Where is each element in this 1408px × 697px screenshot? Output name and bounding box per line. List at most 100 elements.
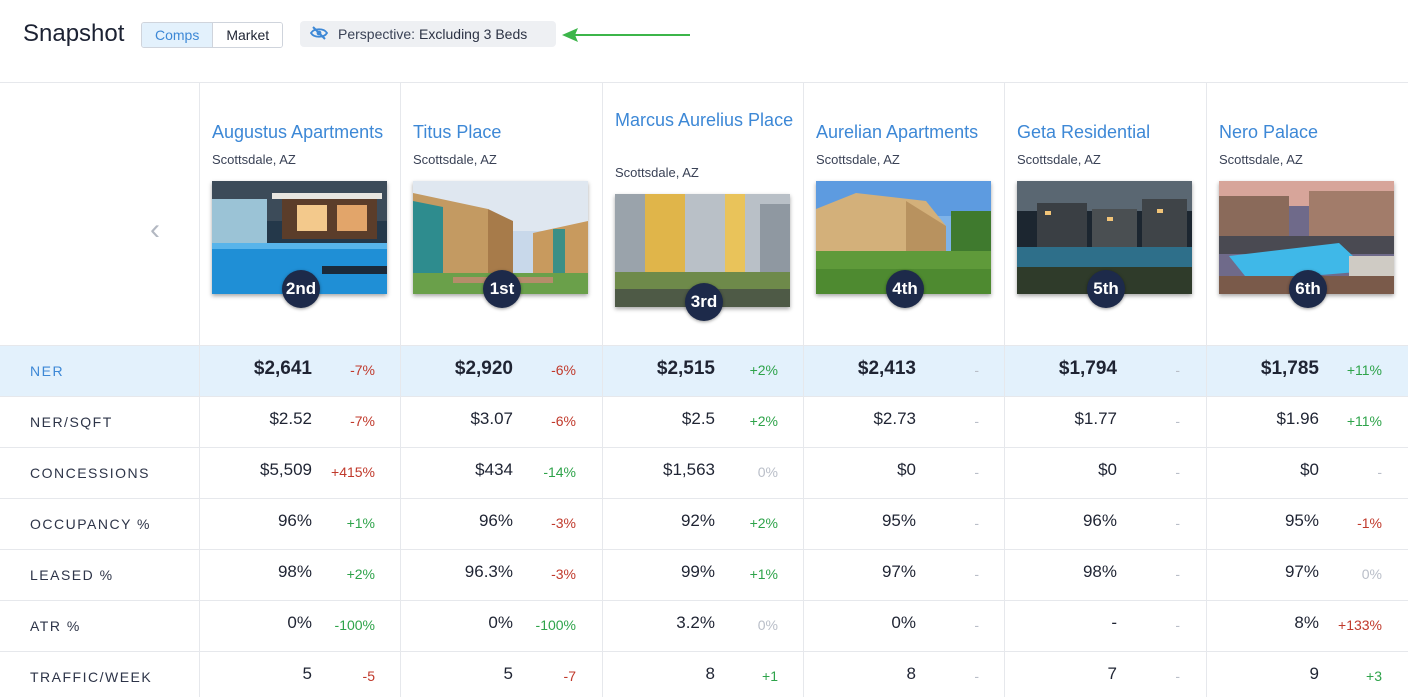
property-column: Aurelian Apartments Scottsdale, AZ 4th <box>803 83 1004 697</box>
metric-value: 8% <box>1294 613 1319 632</box>
property-name[interactable]: Nero Palace <box>1219 122 1319 142</box>
metric-value: $1,794 <box>1058 358 1117 379</box>
rank-badge: 4th <box>886 270 924 308</box>
metric-cell: $1.77 - <box>1004 397 1205 448</box>
metric-cell: 96.3% -3% <box>400 550 601 601</box>
metric-value: 0% <box>488 613 513 632</box>
metric-label: CONCESSIONS <box>30 465 150 481</box>
metric-value: $434 <box>475 460 513 479</box>
property-name[interactable]: Titus Place <box>413 122 502 142</box>
property-column: Titus Place Scottsdale, AZ 1st <box>400 83 602 697</box>
metric-value: $1,563 <box>663 460 715 479</box>
metric-delta: -7% <box>350 362 375 378</box>
metric-delta: - <box>1175 566 1180 582</box>
eye-slash-icon <box>309 25 329 43</box>
tab-comps[interactable]: Comps <box>142 23 214 47</box>
metric-cell: -- <box>1004 601 1205 652</box>
property-name[interactable]: Geta Residential <box>1017 122 1151 142</box>
metric-cell: 8% +133% <box>1206 601 1407 652</box>
metric-cell: 97% 0% <box>1206 550 1407 601</box>
metric-delta: -14% <box>543 464 576 480</box>
metric-cell: $2,641 -7% <box>199 346 400 397</box>
metric-delta: - <box>974 515 979 531</box>
perspective-button[interactable]: Perspective: Excluding 3 Beds <box>300 21 556 47</box>
metric-value: $5,509 <box>260 460 312 479</box>
metric-cell: $0 - <box>1004 448 1205 499</box>
metric-delta: - <box>1175 515 1180 531</box>
metric-value: $2.73 <box>873 409 916 428</box>
metric-cell: 9 +3 <box>1206 652 1407 697</box>
metric-label: NER <box>30 363 65 379</box>
metric-delta: +1% <box>346 515 375 531</box>
metric-label: NER/SQFT <box>30 414 113 430</box>
metric-value: 96% <box>478 511 513 530</box>
view-toggle: Comps Market <box>141 22 284 48</box>
chevron-left-icon[interactable]: ‹ <box>150 213 160 246</box>
property-column: Nero Palace Scottsdale, AZ 6th <box>1206 83 1408 697</box>
property-photo[interactable] <box>615 194 790 307</box>
metric-cell: 96% -3% <box>400 499 601 550</box>
metric-delta: -7% <box>350 413 375 429</box>
metric-cell: $2.5 +2% <box>602 397 803 448</box>
metric-delta: +2% <box>749 515 778 531</box>
metric-delta: - <box>1175 464 1180 480</box>
metric-label: OCCUPANCY % <box>30 516 152 532</box>
metric-cell: 3.2% 0% <box>602 601 803 652</box>
metric-value: $2,515 <box>656 358 715 379</box>
metric-cell: 5 -5 <box>199 652 400 697</box>
metric-delta: 0% <box>757 464 778 480</box>
metric-cell: 95% -1% <box>1206 499 1407 550</box>
property-location: Scottsdale, AZ <box>212 152 296 167</box>
metric-value: $2.52 <box>269 409 312 428</box>
property-name[interactable]: Marcus Aurelius Place <box>615 110 794 130</box>
metric-cell: 98% +2% <box>199 550 400 601</box>
metric-delta: - <box>974 362 979 378</box>
property-location: Scottsdale, AZ <box>1017 152 1101 167</box>
metric-delta: -7 <box>563 668 576 684</box>
metric-value: $0 <box>897 460 916 479</box>
metric-value: $2,920 <box>454 358 513 379</box>
rank-badge: 1st <box>483 270 521 308</box>
metric-delta: - <box>974 668 979 684</box>
property-column: Augustus Apartments Scottsdale, AZ 2nd <box>199 83 400 697</box>
page-title: Snapshot <box>23 20 125 47</box>
property-name[interactable]: Aurelian Apartments <box>816 122 979 142</box>
property-location: Scottsdale, AZ <box>816 152 900 167</box>
property-photo[interactable] <box>212 181 387 294</box>
metric-cell: $2,515 +2% <box>602 346 803 397</box>
property-column: Marcus Aurelius Place Scottsdale, AZ 3rd <box>602 83 803 697</box>
metric-cell: 95% - <box>803 499 1004 550</box>
metric-cell: $2.73 - <box>803 397 1004 448</box>
metric-value: 95% <box>881 511 916 530</box>
metric-cell: $1,785 +11% <box>1206 346 1407 397</box>
metric-delta: -1% <box>1357 515 1382 531</box>
property-name[interactable]: Augustus Apartments <box>212 122 384 142</box>
metric-delta: +1 <box>762 668 778 684</box>
metric-delta: - <box>974 617 979 633</box>
metric-value: 97% <box>881 562 916 581</box>
metric-delta: +415% <box>331 464 375 480</box>
metric-value: 95% <box>1284 511 1319 530</box>
metric-cell: 92% +2% <box>602 499 803 550</box>
rank-badge: 5th <box>1087 270 1125 308</box>
property-photo[interactable] <box>816 181 991 294</box>
metric-cell: 96% +1% <box>199 499 400 550</box>
metric-delta: - <box>1175 617 1180 633</box>
metric-value: 98% <box>277 562 312 581</box>
property-column: Geta Residential Scottsdale, AZ 5th <box>1004 83 1206 697</box>
metric-delta: +2% <box>749 413 778 429</box>
metric-value: 0% <box>287 613 312 632</box>
metric-value: $1,785 <box>1260 358 1319 379</box>
property-photo[interactable] <box>413 181 588 294</box>
metric-cell: 97% - <box>803 550 1004 601</box>
metric-value: $0 <box>1300 460 1319 479</box>
metric-cell: 0% -100% <box>199 601 400 652</box>
metric-delta: -6% <box>551 362 576 378</box>
metric-label: ATR % <box>30 618 81 634</box>
metric-cell: 0% -100% <box>400 601 601 652</box>
rank-badge: 3rd <box>685 283 723 321</box>
tab-market[interactable]: Market <box>213 23 283 47</box>
metric-row-atr: ATR % 0% -100% 0% -100% 3.2% 0% 0% - - -8% +133% <box>0 600 1408 652</box>
arrow-left-icon <box>562 28 690 42</box>
metric-value: 9 <box>1309 664 1319 683</box>
